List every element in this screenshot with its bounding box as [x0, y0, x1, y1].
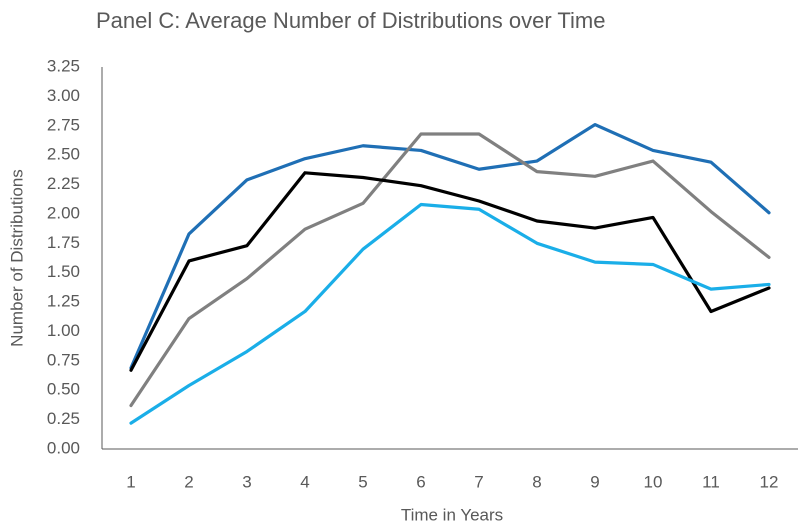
y-tick-label: 1.25 — [47, 292, 80, 311]
y-tick-label: 0.00 — [47, 438, 80, 457]
series-line — [129, 202, 771, 425]
x-tick-label: 6 — [416, 472, 425, 491]
x-tick-label: 10 — [644, 472, 663, 491]
y-tick-label: 3.00 — [47, 86, 80, 105]
y-tick-label: 0.25 — [47, 409, 80, 428]
y-tick-label: 0.75 — [47, 350, 80, 369]
y-tick-label: 1.00 — [47, 321, 80, 340]
y-axis-label: Number of Distributions — [7, 169, 26, 347]
y-tick-label: 3.25 — [47, 56, 80, 75]
y-tick-label: 0.50 — [47, 380, 80, 399]
x-tick-label: 11 — [702, 472, 720, 491]
x-tick-label: 4 — [300, 472, 309, 491]
x-tick-label: 3 — [242, 472, 251, 491]
x-tick-label: 8 — [532, 472, 541, 491]
x-tick-label: 5 — [358, 472, 367, 491]
y-tick-label: 2.25 — [47, 174, 80, 193]
x-axis-label: Time in Years — [401, 505, 503, 524]
series-line — [129, 122, 771, 370]
y-tick-label: 2.75 — [47, 115, 80, 134]
y-tick-label: 2.50 — [47, 145, 80, 164]
x-tick-label: 7 — [474, 472, 483, 491]
chart-title: Panel C: Average Number of Distributions… — [96, 8, 606, 33]
y-tick-label: 1.75 — [47, 233, 80, 252]
x-tick-label: 2 — [184, 472, 193, 491]
x-tick-label: 9 — [590, 472, 599, 491]
x-tick-label: 12 — [760, 472, 779, 491]
y-tick-label: 1.50 — [47, 262, 80, 281]
series-line — [129, 132, 771, 408]
series-line — [129, 171, 771, 372]
x-tick-label: 1 — [126, 472, 135, 491]
y-tick-label: 2.00 — [47, 203, 80, 222]
